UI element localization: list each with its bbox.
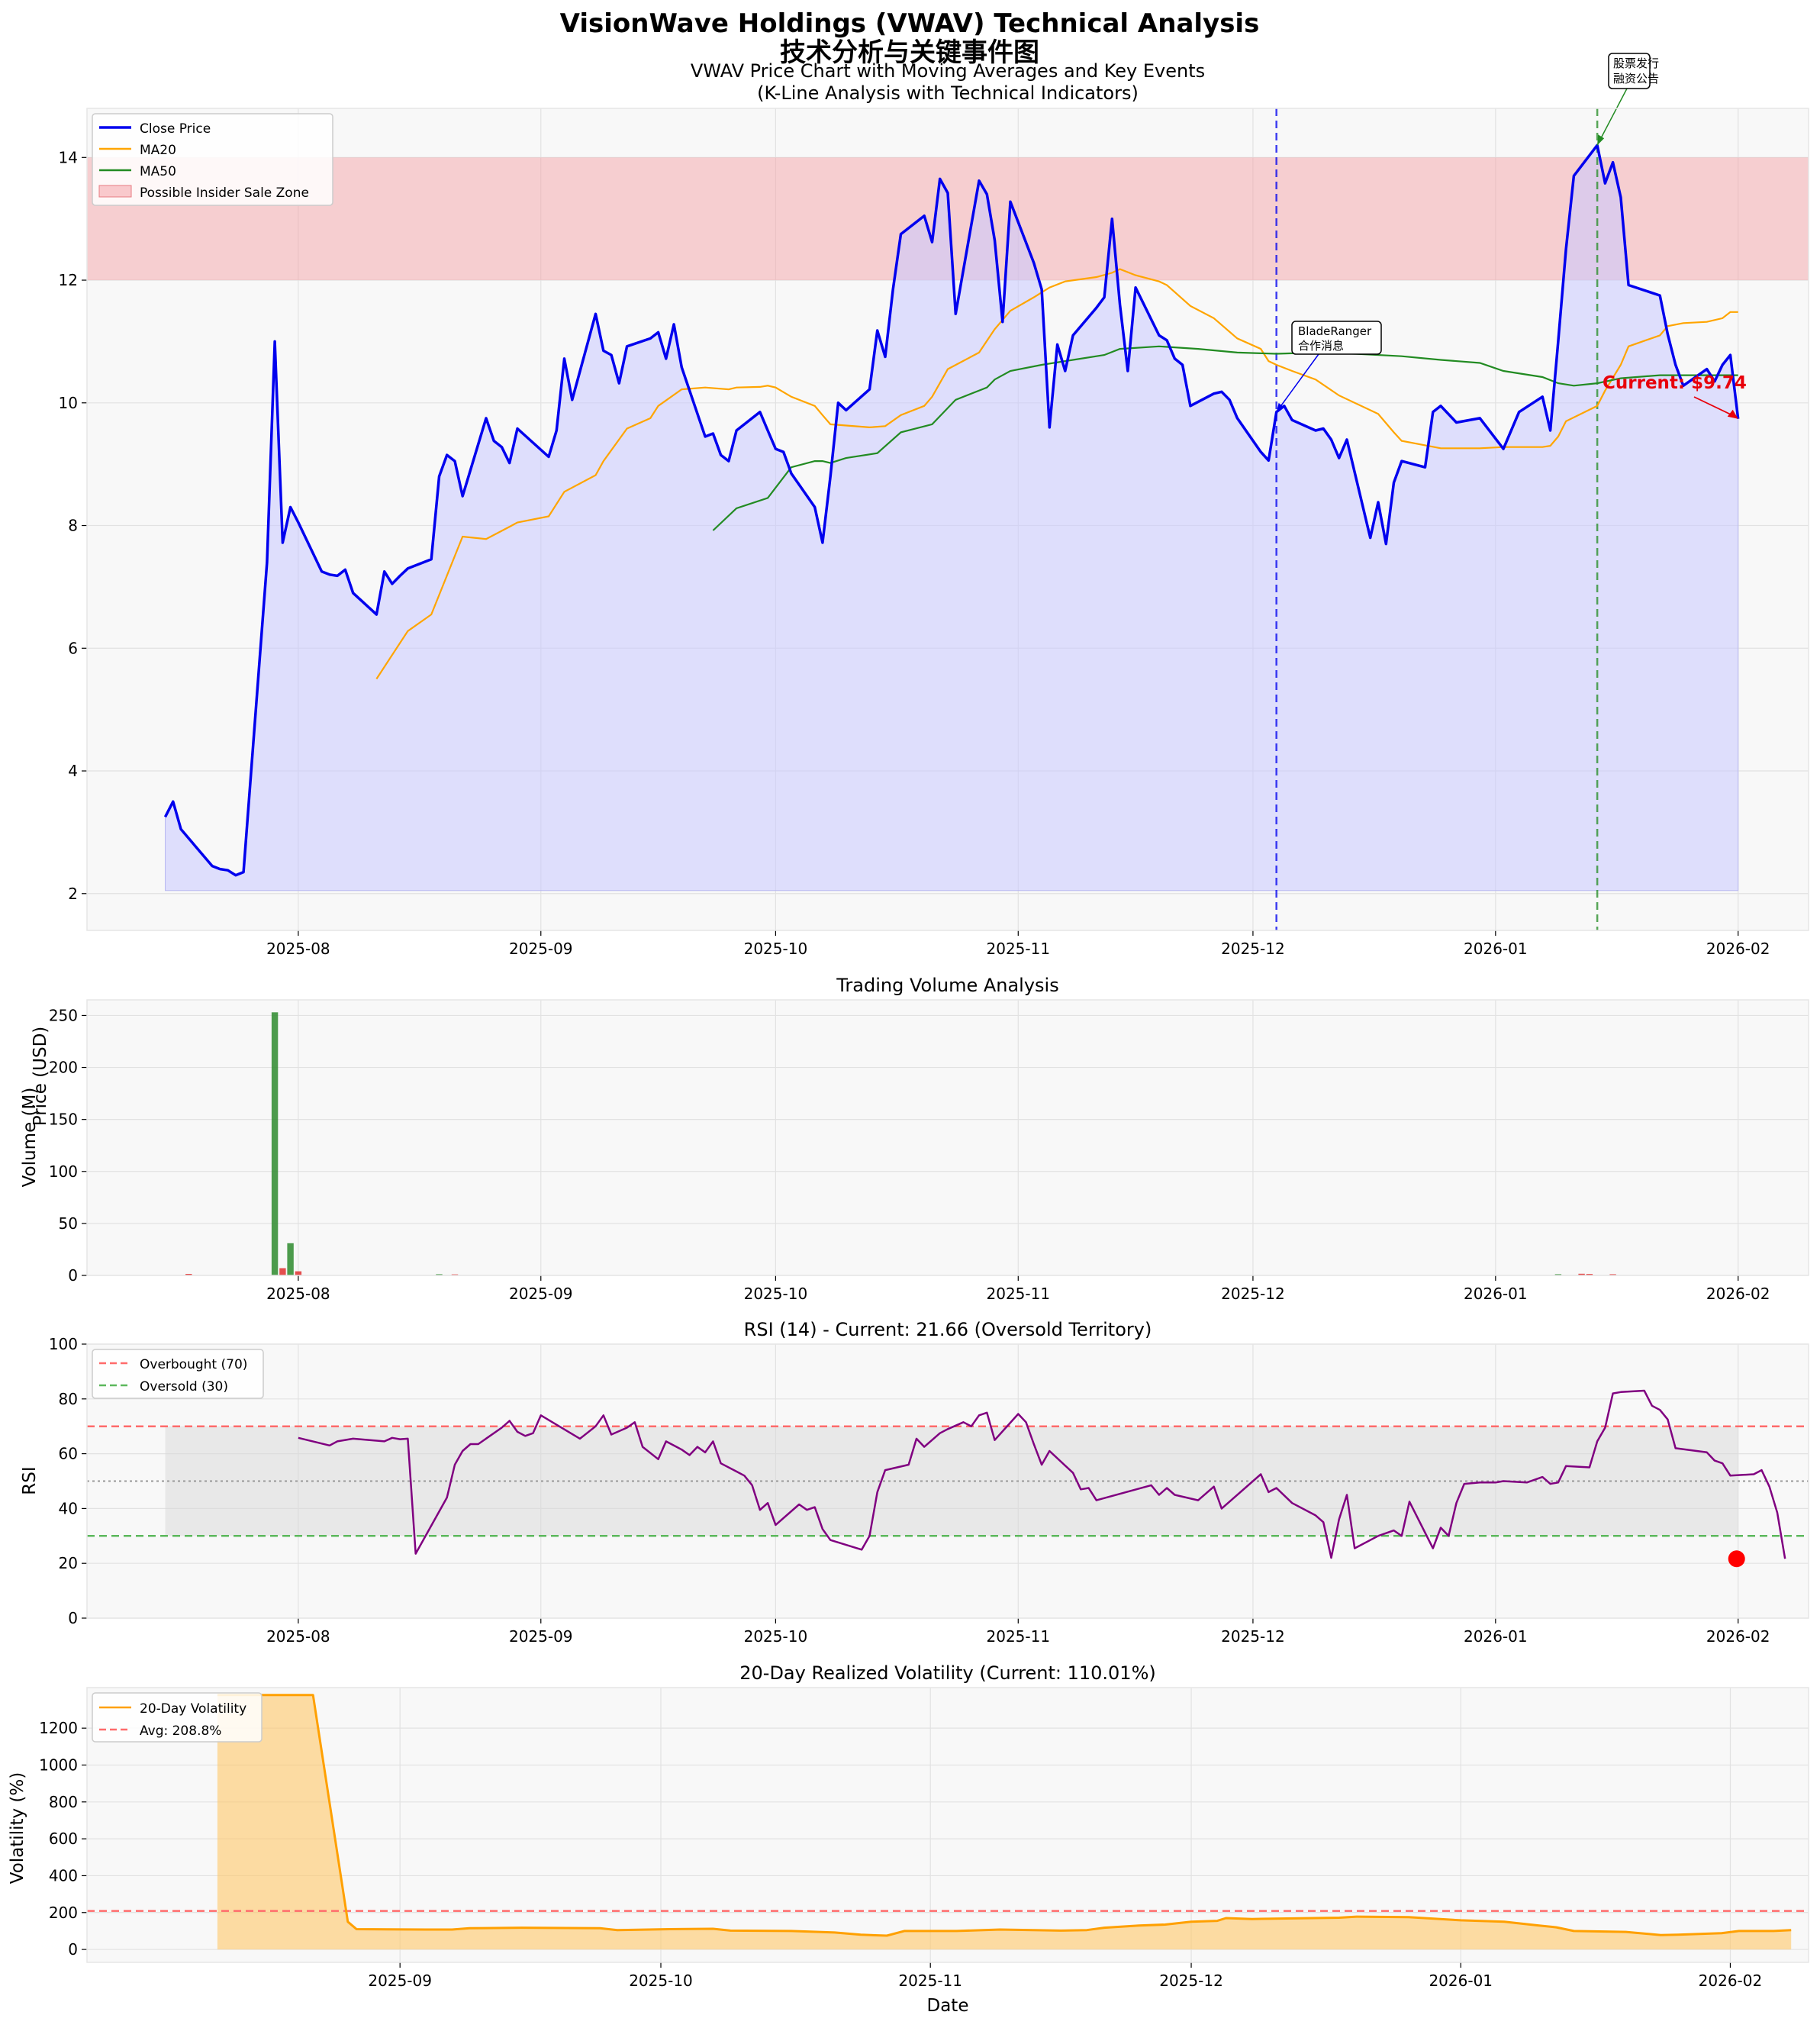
rsi-legend: Overbought (70) Oversold (30) [92, 1349, 263, 1398]
annotation-offering: 股票发行 融资公告 [1609, 53, 1659, 89]
price-chart-subtitle: (K-Line Analysis with Technical Indicato… [757, 82, 1139, 104]
price-y-tick-label: 2 [68, 885, 78, 903]
volume-x-tick-label: 2026-02 [1706, 1285, 1770, 1303]
volatility-x-tick-label: 2025-12 [1159, 1972, 1223, 1990]
price-legend: Close Price MA20 MA50 Possible Insider S… [92, 114, 333, 205]
volume-y-axis-label: Volume (M) [20, 1088, 40, 1188]
rsi-y-tick-label: 40 [59, 1499, 78, 1517]
rsi-x-tick-label: 2025-08 [266, 1627, 330, 1646]
volatility-y-tick-label: 0 [68, 1940, 78, 1959]
rsi-y-tick-label: 100 [49, 1335, 78, 1353]
volatility-x-tick-label: 2025-09 [368, 1972, 432, 1990]
price-x-tick-label: 2026-02 [1706, 940, 1770, 958]
price-y-tick-label: 8 [68, 517, 78, 535]
price-y-tick-label: 6 [68, 639, 78, 657]
price-x-tick-label: 2025-12 [1221, 940, 1285, 958]
volatility-y-tick-label: 1000 [39, 1756, 78, 1774]
price-y-tick-label: 14 [59, 148, 78, 166]
rsi-current-marker [1728, 1550, 1745, 1567]
volatility-x-tick-label: 2025-10 [629, 1972, 693, 1990]
rsi-x-tick-label: 2025-12 [1221, 1627, 1285, 1646]
price-chart-title: VWAV Price Chart with Moving Averages an… [691, 60, 1205, 82]
annotation-offering-line1: 股票发行 [1613, 56, 1659, 70]
volatility-x-tick-label: 2025-11 [898, 1972, 962, 1990]
rsi-x-tick-label: 2025-11 [987, 1627, 1051, 1646]
volume-y-tick-label: 200 [49, 1059, 78, 1077]
volatility-legend: 20-Day Volatility Avg: 208.8% [92, 1693, 262, 1742]
volatility-y-tick-label: 400 [49, 1866, 78, 1885]
volume-chart-title: Trading Volume Analysis [836, 975, 1058, 996]
price-x-tick-label: 2026-01 [1464, 940, 1528, 958]
volume-y-tick-label: 150 [49, 1111, 78, 1129]
rsi-chart-title: RSI (14) - Current: 21.66 (Oversold Terr… [744, 1319, 1152, 1340]
rsi-y-tick-label: 0 [68, 1609, 78, 1627]
figure-title: VisionWave Holdings (VWAV) Technical Ana… [560, 8, 1260, 39]
volatility-y-tick-label: 1200 [39, 1719, 78, 1737]
legend-overbought-label: Overbought (70) [140, 1357, 247, 1372]
annotation-bladeranger-line2: 合作消息 [1298, 339, 1344, 353]
volume-x-tick-label: 2026-01 [1464, 1285, 1528, 1303]
legend-oversold-label: Oversold (30) [140, 1379, 228, 1394]
legend-zone-swatch [99, 185, 131, 197]
volume-bar [279, 1269, 285, 1276]
rsi-x-tick-label: 2026-02 [1706, 1627, 1770, 1646]
volatility-chart-panel: 20-Day Realized Volatility (Current: 110… [8, 1662, 1809, 2016]
volume-chart-panel: Trading Volume Analysis Volume (M) 0 50 10… [20, 975, 1809, 1303]
volume-plot-background [87, 1000, 1809, 1275]
volume-bar [272, 1012, 278, 1275]
rsi-x-tick-label: 2026-01 [1464, 1627, 1528, 1646]
legend-average-label: Avg: 208.8% [140, 1723, 221, 1739]
legend-close-label: Close Price [140, 121, 211, 137]
volatility-y-axis-label: Volatility (%) [8, 1772, 27, 1884]
volume-bar [287, 1243, 293, 1275]
volume-y-tick-label: 0 [68, 1266, 78, 1285]
price-y-tick-label: 10 [59, 394, 78, 412]
volatility-plot-area: 0 200 400 600 800 1000 1200 2025-09 2025-10 2025-… [39, 1688, 1809, 1990]
volatility-y-tick-label: 600 [49, 1830, 78, 1848]
annotation-offering-line2: 融资公告 [1613, 72, 1659, 85]
price-chart-panel: VWAV Price Chart with Moving Averages an… [31, 53, 1809, 1126]
volume-y-tick-label: 50 [59, 1214, 78, 1233]
volume-x-tick-label: 2025-08 [266, 1285, 330, 1303]
price-y-tick-label: 12 [59, 271, 78, 289]
price-x-tick-label: 2025-10 [744, 940, 808, 958]
volume-x-tick-label: 2025-10 [744, 1285, 808, 1303]
price-x-tick-label: 2025-09 [509, 940, 573, 958]
rsi-y-tick-label: 80 [59, 1390, 78, 1408]
price-x-tick-label: 2025-08 [266, 940, 330, 958]
volume-plot-area: 0 50 100 150 200 250 2025-08 2025-09 2025-10 2025… [49, 1000, 1809, 1303]
rsi-y-tick-label: 20 [59, 1554, 78, 1572]
rsi-plot-area: 0 20 40 60 80 100 2025-08 2025-09 2025-10 2025-11… [49, 1335, 1809, 1646]
volume-x-tick-label: 2025-12 [1221, 1285, 1285, 1303]
price-plot-area: 2 4 6 8 10 12 14 2025-08 2025-09 2025-10 2025-11 20… [59, 89, 1809, 958]
rsi-chart-panel: RSI (14) - Current: 21.66 (Oversold Terr… [20, 1319, 1809, 1646]
volume-y-tick-label: 100 [49, 1162, 78, 1181]
price-y-tick-label: 4 [68, 762, 78, 780]
rsi-y-tick-label: 60 [59, 1445, 78, 1463]
volume-x-tick-label: 2025-09 [509, 1285, 573, 1303]
volatility-y-tick-label: 800 [49, 1793, 78, 1811]
volatility-x-axis-label: Date [927, 1996, 969, 2016]
volatility-x-tick-label: 2026-02 [1699, 1972, 1763, 1990]
legend-ma20-label: MA20 [140, 143, 176, 158]
legend-ma50-label: MA50 [140, 164, 176, 179]
rsi-y-axis-label: RSI [20, 1466, 40, 1494]
current-price-label: Current: $9.74 [1603, 373, 1747, 393]
legend-volatility-label: 20-Day Volatility [140, 1701, 246, 1717]
volatility-x-tick-label: 2026-01 [1429, 1972, 1493, 1990]
legend-zone-label: Possible Insider Sale Zone [140, 185, 309, 201]
price-x-tick-label: 2025-11 [987, 940, 1051, 958]
volume-x-tick-label: 2025-11 [987, 1285, 1051, 1303]
volatility-y-tick-label: 200 [49, 1904, 78, 1922]
volatility-chart-title: 20-Day Realized Volatility (Current: 110… [739, 1662, 1155, 1684]
rsi-x-tick-label: 2025-10 [744, 1627, 808, 1646]
volume-bar [295, 1272, 301, 1275]
rsi-x-tick-label: 2025-09 [509, 1627, 573, 1646]
volume-y-tick-label: 250 [49, 1006, 78, 1024]
annotation-bladeranger-line1: BladeRanger [1298, 324, 1372, 338]
annotation-bladeranger: BladeRanger 合作消息 [1292, 321, 1381, 354]
